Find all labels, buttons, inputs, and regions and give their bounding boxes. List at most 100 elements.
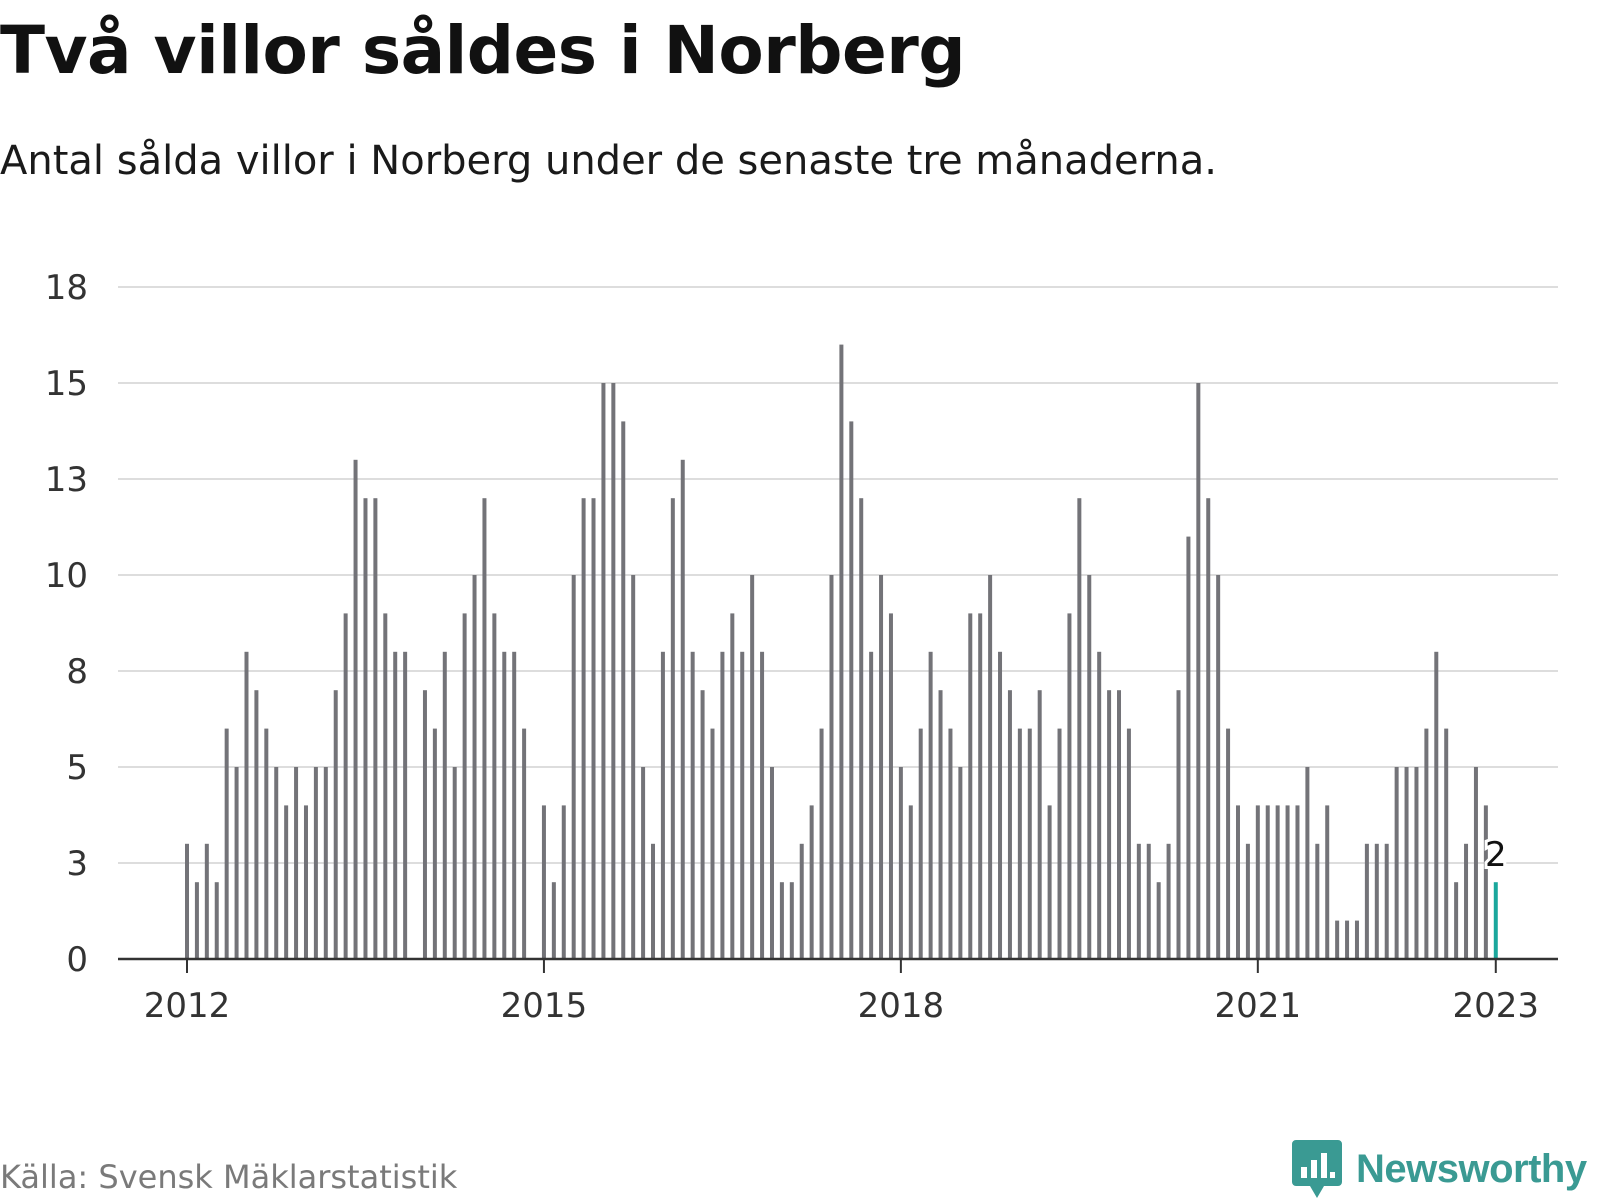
bar bbox=[1245, 843, 1250, 959]
bar bbox=[1166, 843, 1171, 959]
bar bbox=[1305, 767, 1310, 959]
bar bbox=[1404, 767, 1409, 959]
bar bbox=[968, 613, 973, 959]
bar bbox=[393, 651, 398, 959]
bar bbox=[482, 498, 487, 959]
bar bbox=[442, 651, 447, 959]
bar bbox=[244, 651, 249, 959]
bar bbox=[839, 344, 844, 960]
bar bbox=[948, 728, 953, 959]
bar bbox=[1424, 728, 1429, 959]
bar bbox=[789, 882, 794, 959]
x-tick-label: 2012 bbox=[144, 986, 231, 1026]
y-tick-label: 13 bbox=[45, 460, 88, 500]
bar bbox=[1107, 690, 1112, 959]
newsworthy-icon bbox=[1292, 1140, 1342, 1198]
bar bbox=[1325, 805, 1330, 959]
brand-name: Newsworthy bbox=[1356, 1146, 1587, 1191]
bar bbox=[1434, 651, 1439, 959]
bar bbox=[1384, 843, 1389, 959]
brand-logo: Newsworthy bbox=[1292, 1140, 1587, 1198]
bar bbox=[333, 690, 338, 959]
y-tick-label: 3 bbox=[66, 844, 88, 884]
bar bbox=[561, 805, 566, 959]
y-tick-label: 15 bbox=[45, 364, 88, 404]
bar bbox=[898, 767, 903, 959]
bars bbox=[185, 344, 1498, 960]
bar bbox=[1196, 383, 1201, 959]
bar bbox=[760, 651, 765, 959]
bar bbox=[452, 767, 457, 959]
bar-highlight bbox=[1493, 882, 1498, 959]
bar bbox=[462, 613, 467, 959]
bar bbox=[700, 690, 705, 959]
bar bbox=[660, 651, 665, 959]
bar bbox=[938, 690, 943, 959]
bar bbox=[432, 728, 437, 959]
bar bbox=[1444, 728, 1449, 959]
bar bbox=[958, 767, 963, 959]
bar bbox=[879, 575, 884, 959]
bar bbox=[284, 805, 289, 959]
bar bbox=[1087, 575, 1092, 959]
bar bbox=[323, 767, 328, 959]
bar bbox=[1414, 767, 1419, 959]
bar bbox=[730, 613, 735, 959]
source-note: Källa: Svensk Mäklarstatistik bbox=[0, 1158, 458, 1196]
x-tick-label: 2018 bbox=[858, 986, 945, 1026]
bar bbox=[1156, 882, 1161, 959]
bar bbox=[1146, 843, 1151, 959]
bar bbox=[779, 882, 784, 959]
bar bbox=[591, 498, 596, 959]
bar bbox=[1374, 843, 1379, 959]
bar bbox=[373, 498, 378, 959]
bar bbox=[1295, 805, 1300, 959]
bar bbox=[185, 843, 189, 959]
bar bbox=[254, 690, 259, 959]
bar bbox=[710, 728, 715, 959]
bar bbox=[1315, 843, 1320, 959]
bar bbox=[581, 498, 586, 959]
bar bbox=[522, 728, 527, 959]
bar bbox=[720, 651, 725, 959]
bar bbox=[502, 651, 507, 959]
y-tick-label: 5 bbox=[66, 748, 88, 788]
y-tick-label: 8 bbox=[66, 652, 88, 692]
bar bbox=[1186, 536, 1191, 959]
bar bbox=[1394, 767, 1399, 959]
bar bbox=[224, 728, 229, 959]
bar bbox=[1226, 728, 1231, 959]
x-tick-label: 2023 bbox=[1453, 986, 1540, 1026]
bar bbox=[1027, 728, 1032, 959]
data-labels: 2 bbox=[1482, 832, 1510, 878]
bar bbox=[1364, 843, 1369, 959]
chart-subtitle: Antal sålda villor i Norberg under de se… bbox=[0, 138, 1217, 184]
bar bbox=[1176, 690, 1181, 959]
bar bbox=[908, 805, 913, 959]
bar bbox=[512, 651, 517, 959]
bar bbox=[313, 767, 318, 959]
bar bbox=[1206, 498, 1211, 959]
bar bbox=[422, 690, 427, 959]
bar bbox=[264, 728, 269, 959]
bar bbox=[1454, 882, 1459, 959]
bar bbox=[1057, 728, 1062, 959]
bar bbox=[1037, 690, 1042, 959]
bar bbox=[492, 613, 497, 959]
bar bbox=[1335, 920, 1340, 959]
bar bbox=[799, 843, 804, 959]
bar bbox=[551, 882, 556, 959]
bar bbox=[1345, 920, 1350, 959]
bar bbox=[403, 651, 408, 959]
bar bbox=[601, 383, 606, 959]
bar bbox=[1275, 805, 1280, 959]
bar bbox=[651, 843, 656, 959]
bar bbox=[769, 767, 774, 959]
y-tick-label: 18 bbox=[45, 268, 88, 308]
bar bbox=[1464, 843, 1469, 959]
bar bbox=[274, 767, 279, 959]
bar bbox=[1483, 805, 1488, 959]
bar bbox=[1017, 728, 1022, 959]
bar bbox=[819, 728, 824, 959]
